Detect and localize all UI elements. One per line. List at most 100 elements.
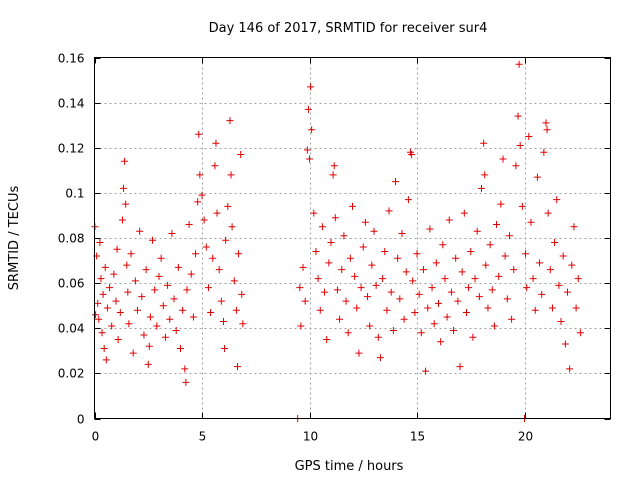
data-point [548, 304, 556, 312]
data-point [226, 117, 234, 125]
data-point [207, 308, 215, 316]
data-point [572, 304, 580, 312]
data-point [398, 229, 406, 237]
data-point [568, 261, 576, 269]
y-tick-label: 0.1 [65, 187, 84, 201]
data-point [349, 202, 356, 210]
data-point [321, 288, 329, 296]
data-point [221, 345, 229, 353]
data-point [497, 200, 505, 208]
data-point [204, 284, 212, 292]
data-point [123, 261, 131, 269]
data-point [514, 112, 522, 120]
data-point [396, 295, 404, 303]
data-point [490, 322, 498, 330]
x-tick-label: 15 [410, 430, 425, 444]
data-point [387, 288, 395, 296]
data-point [566, 365, 574, 373]
data-point [488, 286, 496, 294]
data-point [385, 207, 393, 215]
data-point [157, 254, 165, 262]
data-point [307, 83, 315, 91]
data-point [325, 259, 333, 267]
data-point [364, 293, 372, 301]
data-point [540, 148, 548, 156]
data-point [98, 329, 106, 337]
data-point [185, 220, 193, 228]
data-point [557, 317, 565, 325]
data-point [394, 254, 402, 262]
data-point [101, 263, 109, 271]
data-point [462, 308, 470, 316]
data-point [168, 229, 176, 237]
data-point [495, 272, 503, 280]
data-point [153, 322, 161, 330]
data-point [306, 155, 313, 163]
data-point [182, 378, 190, 386]
data-point [209, 254, 217, 262]
data-point [480, 139, 488, 147]
data-point [136, 227, 144, 235]
data-point [422, 367, 430, 375]
data-point [404, 196, 412, 204]
data-point [439, 241, 447, 249]
data-point [475, 293, 483, 301]
data-point [238, 290, 246, 298]
data-point [428, 284, 436, 292]
data-point [376, 354, 384, 362]
x-tick-label: 5 [199, 430, 207, 444]
data-point [430, 320, 438, 328]
data-point [181, 365, 189, 373]
data-point [299, 263, 307, 271]
data-point [131, 277, 139, 285]
data-point [146, 313, 154, 321]
data-point [118, 216, 126, 224]
data-point [312, 248, 320, 256]
data-point [227, 171, 235, 179]
data-point [222, 236, 230, 244]
data-point [113, 245, 121, 253]
data-point [235, 250, 243, 258]
data-point [144, 360, 152, 368]
data-point [116, 308, 124, 316]
data-point [103, 304, 111, 312]
data-point [482, 261, 490, 269]
data-point [106, 284, 114, 292]
data-point [411, 308, 419, 316]
data-point [145, 342, 153, 350]
data-point [432, 259, 440, 267]
data-point [151, 286, 159, 294]
data-point [108, 322, 116, 330]
data-point [441, 275, 449, 283]
data-point [213, 209, 221, 217]
data-point [458, 268, 466, 276]
y-tick-labels: 0 0.02 0.04 0.06 0.08 0.1 0.12 0.14 0.16 [58, 52, 85, 427]
data-point [424, 304, 432, 312]
data-point [189, 313, 197, 321]
data-point [318, 223, 326, 231]
data-point [220, 317, 227, 325]
data-point [437, 338, 445, 346]
data-points [91, 60, 584, 422]
data-point [239, 320, 247, 328]
y-tick-label: 0.04 [58, 322, 85, 336]
data-point [443, 313, 451, 321]
data-point [159, 302, 167, 310]
data-point [452, 254, 460, 262]
data-point [303, 146, 311, 154]
data-point [415, 290, 423, 298]
data-point [96, 239, 104, 247]
data-point [478, 184, 485, 192]
data-point [166, 315, 174, 323]
data-point [374, 333, 382, 341]
data-point [211, 162, 219, 170]
data-point [381, 248, 389, 256]
x-tick-labels: 0 5 10 15 20 [92, 430, 533, 444]
data-point [484, 304, 492, 312]
data-point [344, 329, 352, 337]
data-point [503, 295, 511, 303]
data-point [125, 320, 133, 328]
data-point [408, 151, 416, 159]
data-point [149, 236, 157, 244]
data-point [233, 363, 241, 371]
